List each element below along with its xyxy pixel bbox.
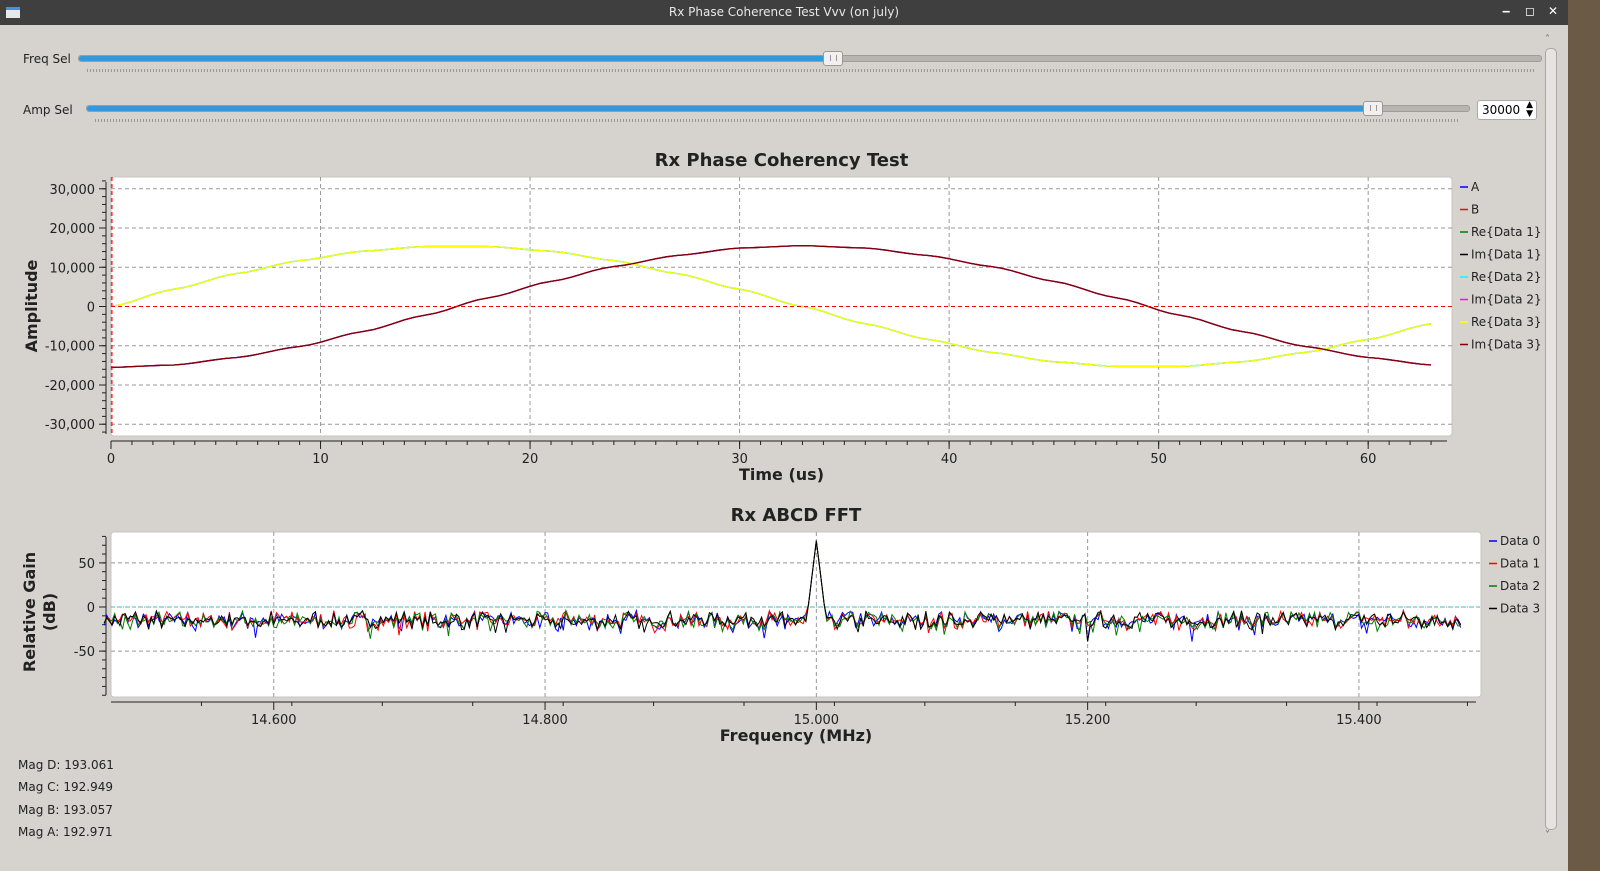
x-tick-label: 50 bbox=[1150, 452, 1167, 467]
y-tick-label: 50 bbox=[78, 557, 95, 572]
amp-sel-handle[interactable] bbox=[1363, 101, 1384, 116]
mag-d: Mag D: 193.061 bbox=[18, 758, 114, 772]
spin-arrows-icon[interactable]: ▲ ▼ bbox=[1526, 100, 1533, 119]
amp-sel-spinbox[interactable]: 30000 ▲ ▼ bbox=[1477, 100, 1537, 120]
y-tick-label: -10,000 bbox=[45, 340, 95, 355]
x-tick-label: 15.200 bbox=[1065, 713, 1111, 728]
plot-title-1: Rx ABCD FFT bbox=[731, 505, 862, 526]
x-tick-label: 20 bbox=[522, 452, 539, 467]
series-line-Re{Data 3} bbox=[110, 245, 1432, 368]
y-tick-label: 30,000 bbox=[50, 183, 96, 198]
amp-sel-slider[interactable] bbox=[86, 101, 1470, 116]
vertical-scrollbar[interactable]: ˄ ˅ bbox=[1543, 30, 1558, 850]
y-axis-label-line1: Relative Gain bbox=[20, 552, 39, 672]
mag-b: Mag B: 193.057 bbox=[18, 803, 113, 817]
amp-sel-ticks bbox=[95, 119, 1460, 122]
amp-sel-value[interactable]: 30000 bbox=[1482, 103, 1521, 117]
y-tick-label: -30,000 bbox=[45, 418, 95, 433]
mag-b-label: Mag B: bbox=[18, 803, 60, 817]
maximize-button[interactable]: ◻ bbox=[1525, 4, 1535, 18]
freq-sel-fill bbox=[79, 56, 832, 61]
plot-canvas-1 bbox=[110, 531, 1482, 698]
mag-a-label: Mag A: bbox=[18, 825, 60, 839]
amp-sel-fill bbox=[87, 106, 1373, 111]
mag-d-label: Mag D: bbox=[18, 758, 61, 772]
legend-item: Re{Data 2} bbox=[1471, 270, 1542, 284]
y-tick-label: 0 bbox=[87, 601, 95, 616]
plot-canvas-0 bbox=[110, 176, 1453, 437]
freq-sel-handle[interactable] bbox=[822, 51, 843, 66]
scroll-up-icon[interactable]: ˄ bbox=[1545, 34, 1550, 45]
y-tick-label: 20,000 bbox=[50, 222, 96, 237]
mag-b-value: 193.057 bbox=[63, 803, 113, 817]
mag-d-value: 193.061 bbox=[64, 758, 114, 772]
x-axis-label-0: Time (us) bbox=[739, 465, 824, 484]
legend-item: B bbox=[1471, 203, 1479, 217]
y-axis-label-0: Amplitude bbox=[22, 259, 41, 352]
amp-sel-label: Amp Sel bbox=[23, 103, 73, 117]
legend-item: Data 1 bbox=[1500, 557, 1540, 571]
legend-item: Im{Data 2} bbox=[1471, 293, 1542, 307]
title-bar: Rx Phase Coherence Test Vvv (on july) ‒ … bbox=[0, 0, 1568, 25]
close-button[interactable]: ✕ bbox=[1548, 4, 1559, 18]
scrollbar-thumb[interactable] bbox=[1545, 48, 1557, 830]
y-tick-label: 0 bbox=[87, 301, 95, 316]
x-tick-label: 0 bbox=[107, 452, 115, 467]
legend-item: Re{Data 3} bbox=[1471, 315, 1542, 329]
x-tick-label: 10 bbox=[312, 452, 329, 467]
legend-item: Re{Data 1} bbox=[1471, 225, 1542, 239]
x-tick-label: 15.400 bbox=[1336, 713, 1382, 728]
x-tick-label: 14.600 bbox=[251, 713, 297, 728]
minimize-button[interactable]: ‒ bbox=[1502, 4, 1511, 18]
scroll-down-icon[interactable]: ˅ bbox=[1545, 830, 1550, 841]
fft-series-Data 3 bbox=[103, 540, 1462, 642]
freq-sel-slider[interactable] bbox=[78, 51, 1542, 66]
y-axis-label-1b: Relative Gain(dB) bbox=[20, 552, 59, 672]
freq-sel-ticks bbox=[87, 69, 1535, 72]
legend-item: Data 2 bbox=[1500, 579, 1540, 593]
freq-sel-label: Freq Sel bbox=[23, 52, 71, 66]
legend-item: Im{Data 3} bbox=[1471, 338, 1542, 352]
x-axis-label-1: Frequency (MHz) bbox=[720, 726, 872, 745]
legend-item: Data 0 bbox=[1500, 534, 1540, 548]
mag-c: Mag C: 192.949 bbox=[18, 780, 113, 794]
y-axis-label-line2: (dB) bbox=[40, 593, 59, 631]
mag-c-value: 192.949 bbox=[63, 780, 114, 794]
app-icon bbox=[6, 7, 20, 18]
x-tick-label: 40 bbox=[941, 452, 958, 467]
series-line-Im{Data 3} bbox=[110, 245, 1432, 368]
x-tick-label: 60 bbox=[1360, 452, 1377, 467]
mag-a-value: 192.971 bbox=[63, 825, 113, 839]
y-tick-label: -50 bbox=[74, 645, 95, 660]
y-tick-label: -20,000 bbox=[45, 379, 95, 394]
x-tick-label: 30 bbox=[731, 452, 748, 467]
mag-a: Mag A: 192.971 bbox=[18, 825, 113, 839]
x-tick-label: 15.000 bbox=[794, 713, 840, 728]
legend-item: Im{Data 1} bbox=[1471, 248, 1542, 262]
mag-c-label: Mag C: bbox=[18, 780, 60, 794]
legend-item: A bbox=[1471, 180, 1480, 194]
x-tick-label: 14.800 bbox=[522, 713, 568, 728]
window-title: Rx Phase Coherence Test Vvv (on july) bbox=[668, 5, 900, 19]
y-tick-label: 10,000 bbox=[50, 261, 96, 276]
legend-item: Data 3 bbox=[1500, 602, 1540, 616]
plot-title-0: Rx Phase Coherency Test bbox=[655, 150, 909, 171]
